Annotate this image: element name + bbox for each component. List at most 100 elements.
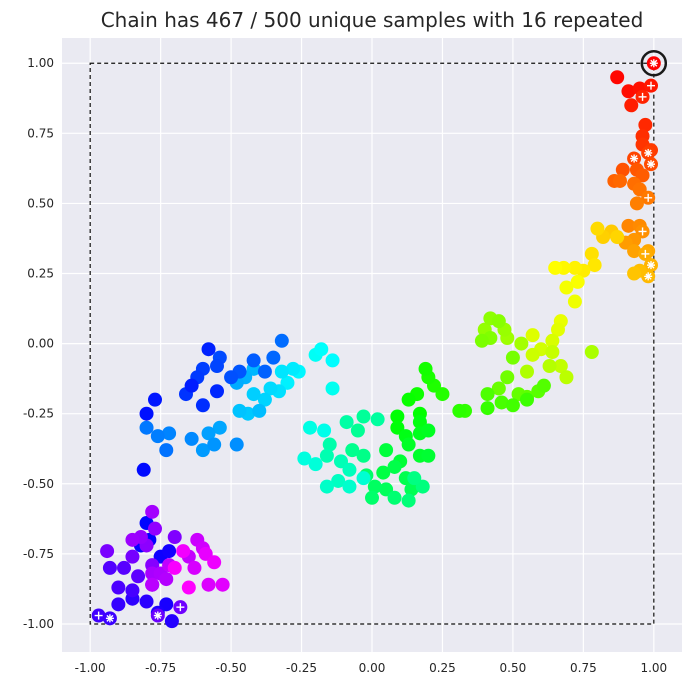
data-point [201, 342, 216, 357]
data-point [545, 345, 560, 360]
data-point [111, 580, 126, 595]
data-point [102, 560, 117, 575]
y-tick-label: -1.00 [23, 617, 54, 631]
data-point [136, 462, 151, 477]
data-point [559, 370, 574, 385]
repeat-plus-marker [641, 249, 650, 258]
data-point [131, 569, 146, 584]
data-point [494, 395, 509, 410]
data-point [286, 361, 301, 376]
data-point [117, 560, 131, 575]
data-point [274, 364, 289, 379]
data-point [584, 345, 599, 360]
x-tick-label: 1.00 [640, 661, 667, 675]
x-tick-label: -0.50 [216, 661, 247, 675]
data-point [207, 437, 222, 452]
data-point [514, 336, 529, 351]
highlight-ring [640, 49, 668, 77]
data-point [390, 409, 405, 424]
data-point [615, 162, 630, 177]
data-point [150, 429, 165, 444]
data-point [452, 403, 467, 418]
data-point [350, 423, 365, 438]
data-point [224, 370, 239, 385]
x-tick-label: 0.00 [359, 661, 386, 675]
data-point [308, 457, 323, 472]
data-point [139, 420, 154, 435]
data-point [331, 473, 346, 488]
x-tick-label: -0.25 [286, 661, 317, 675]
data-point [491, 314, 506, 329]
data-point [215, 577, 230, 592]
repeat-plus-marker [644, 193, 653, 202]
x-tick-label: 0.50 [500, 661, 527, 675]
data-point [370, 412, 385, 427]
data-point [325, 381, 340, 396]
data-point [401, 392, 416, 407]
data-point [613, 173, 627, 188]
y-tick-label: -0.25 [23, 407, 54, 421]
data-point [500, 370, 515, 385]
repeat-star-marker [644, 148, 653, 157]
data-point [567, 294, 582, 309]
repeat-plus-marker [647, 81, 655, 90]
data-point [525, 328, 540, 343]
data-point [421, 423, 436, 438]
data-point [325, 353, 340, 368]
data-point [257, 364, 272, 379]
data-point [356, 471, 371, 486]
data-point [627, 244, 642, 259]
data-point [319, 448, 334, 463]
data-point [559, 280, 574, 295]
data-point [480, 401, 495, 416]
data-point [263, 381, 278, 396]
data-point [570, 274, 585, 289]
data-point [111, 597, 126, 612]
data-point [407, 471, 422, 486]
data-point [367, 479, 382, 494]
data-point [491, 381, 506, 396]
repeat-plus-marker [176, 603, 185, 612]
data-point [401, 493, 416, 508]
data-point [317, 423, 332, 438]
data-point [387, 459, 402, 474]
data-point [536, 378, 551, 393]
data-point [379, 443, 394, 458]
data-point [145, 577, 160, 592]
data-point [167, 560, 182, 575]
x-tick-label: -0.75 [145, 661, 176, 675]
data-point [184, 378, 199, 393]
y-tick-label: 0.75 [27, 126, 54, 140]
repeat-plus-marker [94, 611, 103, 620]
data-point [207, 555, 222, 570]
y-tick-label: 0.00 [27, 337, 54, 351]
y-tick-label: -0.50 [23, 477, 54, 491]
repeat-plus-marker [638, 92, 647, 101]
data-point [525, 347, 540, 362]
data-point [401, 437, 416, 452]
data-point [418, 361, 433, 376]
data-point [139, 594, 154, 609]
data-point [624, 98, 639, 113]
data-point [201, 426, 216, 441]
data-point [376, 465, 391, 480]
data-point [162, 544, 177, 559]
data-point [322, 437, 337, 452]
data-point [266, 350, 281, 365]
data-point [314, 342, 329, 357]
data-point [164, 614, 179, 629]
data-point [421, 448, 436, 463]
data-point [553, 359, 568, 374]
repeat-plus-marker [638, 227, 647, 236]
data-point [387, 490, 402, 505]
data-point [195, 443, 210, 458]
data-point [365, 490, 379, 505]
data-point [545, 333, 560, 348]
chart-title: Chain has 467 / 500 unique samples with … [101, 8, 644, 32]
y-tick-label: 0.25 [27, 267, 54, 281]
data-point [229, 437, 244, 452]
data-point [148, 392, 162, 407]
data-point [627, 266, 642, 281]
data-point [638, 117, 653, 132]
